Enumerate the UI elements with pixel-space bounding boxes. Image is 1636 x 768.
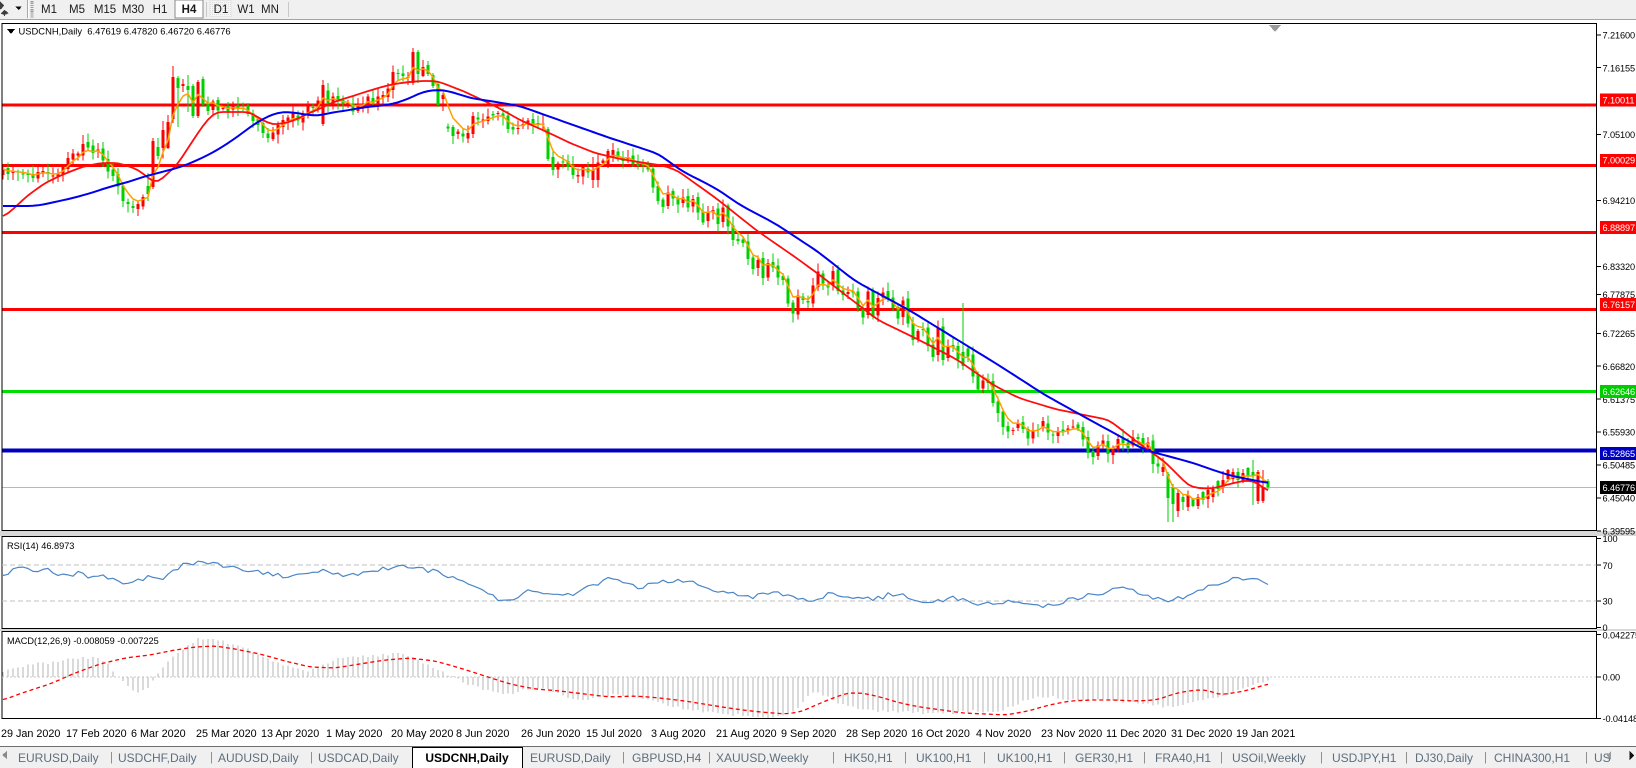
svg-text:MN: MN — [261, 4, 279, 16]
svg-text:HK50,H1: HK50,H1 — [844, 751, 893, 765]
svg-text:29 Jan 2020: 29 Jan 2020 — [1, 728, 60, 740]
svg-text:M30: M30 — [122, 4, 144, 16]
svg-text:|: | — [904, 752, 907, 764]
svg-text:USDJPY,H1: USDJPY,H1 — [1332, 751, 1397, 765]
svg-text:|: | — [983, 752, 986, 764]
svg-text:USDCNH,Daily 6.47619 6.47820: USDCNH,Daily 6.47619 6.47820 6.46720 6.4… — [19, 26, 231, 37]
svg-text:|: | — [708, 752, 711, 764]
svg-text:6.46776: 6.46776 — [1603, 483, 1636, 493]
svg-text:6.45040: 6.45040 — [1603, 494, 1636, 504]
svg-text:|: | — [110, 752, 113, 764]
svg-text:21 Aug 2020: 21 Aug 2020 — [716, 728, 777, 740]
svg-text:M1: M1 — [41, 4, 57, 16]
svg-text:XAUUSD,Weekly: XAUUSD,Weekly — [716, 751, 808, 765]
svg-text:USDCNH,Daily: USDCNH,Daily — [425, 751, 509, 765]
svg-text:6.66820: 6.66820 — [1603, 362, 1636, 372]
svg-text:USOil,Weekly: USOil,Weekly — [1232, 751, 1306, 765]
svg-text:30: 30 — [1603, 596, 1613, 606]
svg-text:D1: D1 — [214, 4, 229, 16]
svg-text:|: | — [210, 752, 213, 764]
svg-text:9 Sep 2020: 9 Sep 2020 — [781, 728, 836, 740]
svg-text:23 Nov 2020: 23 Nov 2020 — [1041, 728, 1102, 740]
svg-text:|: | — [1320, 752, 1323, 764]
svg-text:M15: M15 — [94, 4, 116, 16]
svg-text:7.16155: 7.16155 — [1603, 63, 1636, 73]
svg-text:6.77875: 6.77875 — [1603, 290, 1636, 300]
svg-text:6.61375: 6.61375 — [1603, 395, 1636, 405]
svg-text:4 Nov 2020: 4 Nov 2020 — [976, 728, 1031, 740]
svg-text:UK100,H1: UK100,H1 — [916, 751, 972, 765]
svg-text:0: 0 — [1603, 623, 1608, 633]
svg-text:EURUSD,Daily: EURUSD,Daily — [18, 751, 99, 765]
svg-text:11 Dec 2020: 11 Dec 2020 — [1106, 728, 1166, 740]
svg-text:25 Mar 2020: 25 Mar 2020 — [196, 728, 257, 740]
svg-text:15 Jul 2020: 15 Jul 2020 — [586, 728, 642, 740]
svg-text:0.00: 0.00 — [1603, 673, 1620, 683]
svg-text:6.72265: 6.72265 — [1603, 329, 1636, 339]
svg-text:28 Sep 2020: 28 Sep 2020 — [846, 728, 907, 740]
svg-text:16 Oct 2020: 16 Oct 2020 — [911, 728, 970, 740]
svg-text:3 Aug 2020: 3 Aug 2020 — [651, 728, 706, 740]
svg-text:0.042275: 0.042275 — [1603, 630, 1636, 640]
svg-text:70: 70 — [1603, 561, 1613, 571]
svg-text:19 Jan 2021: 19 Jan 2021 — [1236, 728, 1295, 740]
svg-text:US: US — [1594, 751, 1611, 765]
svg-text:20 May 2020: 20 May 2020 — [391, 728, 453, 740]
svg-text:|: | — [1220, 752, 1223, 764]
svg-text:DJ30,Daily: DJ30,Daily — [1415, 751, 1473, 765]
svg-text:6 Mar 2020: 6 Mar 2020 — [131, 728, 186, 740]
svg-text:GBPUSD,H4: GBPUSD,H4 — [632, 751, 702, 765]
svg-text:26 Jun 2020: 26 Jun 2020 — [521, 728, 580, 740]
svg-text:H4: H4 — [182, 4, 197, 16]
svg-text:USDCAD,Daily: USDCAD,Daily — [318, 751, 399, 765]
svg-text:8 Jun 2020: 8 Jun 2020 — [456, 728, 509, 740]
svg-text:W1: W1 — [237, 4, 254, 16]
svg-text:-0.04148: -0.04148 — [1603, 714, 1636, 724]
svg-text:7.05100: 7.05100 — [1603, 130, 1636, 140]
svg-text:|: | — [1405, 752, 1408, 764]
svg-text:MACD(12,26,9) -0.008059 -0.007: MACD(12,26,9) -0.008059 -0.007225 — [7, 636, 159, 646]
svg-text:|: | — [1585, 752, 1588, 764]
svg-text:100: 100 — [1603, 534, 1618, 544]
svg-text:6.76157: 6.76157 — [1603, 300, 1636, 310]
svg-text:7.21600: 7.21600 — [1603, 30, 1636, 40]
svg-text:31 Dec 2020: 31 Dec 2020 — [1171, 728, 1232, 740]
svg-text:6.55930: 6.55930 — [1603, 428, 1636, 438]
svg-text:7.00029: 7.00029 — [1603, 156, 1636, 166]
svg-text:RSI(14) 46.8973: RSI(14) 46.8973 — [7, 541, 74, 551]
svg-text:6.39595: 6.39595 — [1603, 527, 1636, 537]
svg-text:EURUSD,Daily: EURUSD,Daily — [530, 751, 611, 765]
svg-text:|: | — [1484, 752, 1487, 764]
svg-text:6.50485: 6.50485 — [1603, 461, 1636, 471]
svg-text:13 Apr 2020: 13 Apr 2020 — [261, 728, 319, 740]
svg-text:|: | — [622, 752, 625, 764]
svg-text:M5: M5 — [69, 4, 85, 16]
svg-text:UK100,H1: UK100,H1 — [997, 751, 1053, 765]
svg-text:6.62646: 6.62646 — [1603, 387, 1636, 397]
svg-text:H1: H1 — [153, 4, 168, 16]
svg-text:GER30,H1: GER30,H1 — [1075, 751, 1133, 765]
svg-text:6.88897: 6.88897 — [1603, 223, 1636, 233]
svg-text:7.10011: 7.10011 — [1603, 95, 1635, 105]
svg-text:CHINA300,H1: CHINA300,H1 — [1494, 751, 1570, 765]
svg-text:|: | — [1063, 752, 1066, 764]
svg-text:AUDUSD,Daily: AUDUSD,Daily — [218, 751, 299, 765]
svg-text:6.94210: 6.94210 — [1603, 196, 1636, 206]
svg-text:1 May 2020: 1 May 2020 — [326, 728, 382, 740]
svg-text:|: | — [310, 752, 313, 764]
svg-text:6.83320: 6.83320 — [1603, 262, 1636, 272]
svg-text:FRA40,H1: FRA40,H1 — [1155, 751, 1211, 765]
svg-text:|: | — [832, 752, 835, 764]
svg-text:6.52865: 6.52865 — [1603, 449, 1636, 459]
svg-text:|: | — [1143, 752, 1146, 764]
svg-text:USDCHF,Daily: USDCHF,Daily — [118, 751, 197, 765]
svg-text:17 Feb 2020: 17 Feb 2020 — [66, 728, 127, 740]
